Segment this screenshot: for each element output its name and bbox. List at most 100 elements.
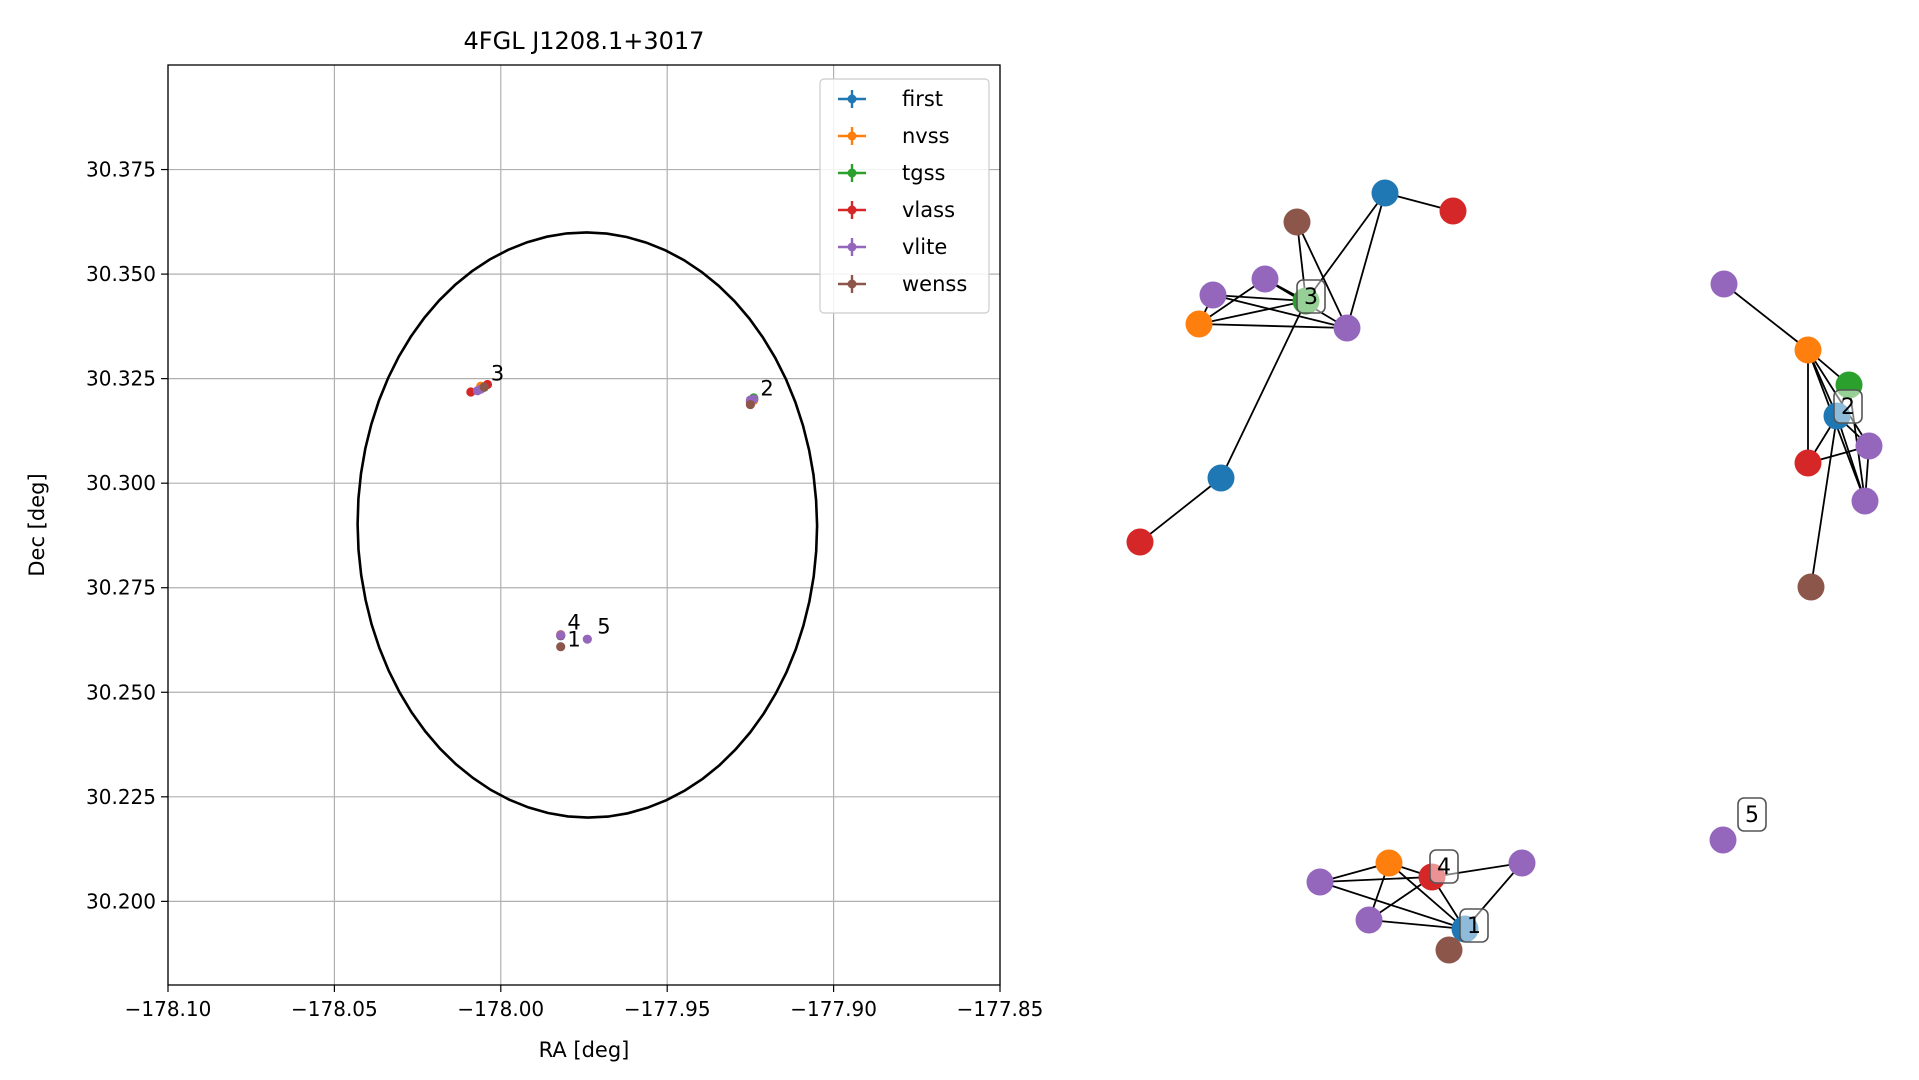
legend-entry-nvss: nvss [838, 124, 950, 148]
data-point-vlite [582, 634, 592, 644]
network-edge [1212, 294, 1307, 302]
y-tick-label: 30.325 [86, 367, 156, 391]
network-node-wenss [1797, 573, 1825, 601]
x-tick-label: −177.90 [790, 997, 877, 1021]
network-edge [1198, 300, 1307, 325]
legend-dot-nvss [847, 131, 857, 141]
network-edge [1198, 323, 1348, 329]
network-node-vlite [1333, 314, 1361, 342]
y-tick-label: 30.275 [86, 576, 156, 600]
legend-dot-vlass [847, 205, 857, 215]
network-edge [1212, 294, 1348, 329]
x-axis-label: RA [deg] [539, 1038, 630, 1062]
network-node-nvss [1185, 310, 1213, 338]
x-axis-ticks: −178.10 −178.05 −178.00 −177.95 −177.90 −177.… [125, 985, 1044, 1021]
network-node-vlite [1855, 432, 1883, 460]
source-annotation: 4 [567, 611, 580, 635]
legend-dot-tgss [847, 168, 857, 178]
axes-frame [167, 64, 1001, 986]
network-node-vlass [1126, 528, 1154, 556]
network-label: 5 [1745, 803, 1759, 828]
legend-label-vlite: vlite [902, 235, 947, 259]
network-node-vlite [1251, 265, 1279, 293]
chart-annotations: 1 2 3 4 5 [491, 362, 774, 652]
network-node-nvss [1375, 849, 1403, 877]
network-node-vlite [1508, 849, 1536, 877]
radio-source-position-chart: 1 2 3 4 5 −178.10 −178.05 −178.00 −177.95 −177.9… [25, 27, 1043, 1062]
association-network-graph: 1 2 3 4 5 [1126, 179, 1883, 964]
network-label-box [1296, 279, 1326, 314]
x-tick-label: −178.10 [125, 997, 212, 1021]
network-edge [1723, 283, 1809, 351]
chart-title: 4FGL J1208.1+3017 [464, 27, 705, 55]
network-node-wenss [1283, 208, 1311, 236]
data-point-vlite [556, 630, 566, 640]
y-axis-label: Dec [deg] [25, 473, 49, 576]
y-tick-label: 30.350 [86, 262, 156, 286]
network-edge [1139, 477, 1222, 543]
y-axis-ticks: 30.200 30.225 30.250 30.275 30.300 30.325 30.3… [86, 158, 168, 913]
network-node-vlass [1439, 197, 1467, 225]
network-node-vlite [1306, 868, 1334, 896]
source-annotation: 1 [567, 627, 580, 651]
x-tick-label: −178.05 [291, 997, 378, 1021]
legend-label-tgss: tgss [902, 161, 945, 185]
network-edge [1220, 300, 1307, 479]
chart-points [466, 379, 759, 652]
network-label-box [1459, 908, 1489, 943]
legend-entry-first: first [838, 87, 943, 111]
x-tick-label: −177.95 [624, 997, 711, 1021]
y-tick-label: 30.200 [86, 889, 156, 913]
legend-entry-wenss: wenss [838, 272, 967, 296]
fermi-error-ellipse [356, 231, 819, 819]
legend-dot-vlite [847, 242, 857, 252]
legend-label-wenss: wenss [902, 272, 967, 296]
network-label-box [1833, 389, 1863, 424]
network-labels: 1 2 3 4 5 [1296, 279, 1863, 943]
source-annotation: 2 [760, 376, 773, 400]
legend-box [819, 78, 990, 314]
network-edge [1319, 881, 1466, 930]
data-point-wenss [556, 642, 566, 652]
legend-entry-tgss: tgss [838, 161, 945, 185]
network-node-vlite [1709, 826, 1737, 854]
network-label-box [1429, 849, 1459, 884]
source-annotation: 5 [597, 615, 610, 639]
legend-entry-vlite: vlite [838, 235, 947, 259]
network-node-vlite [1355, 906, 1383, 934]
network-node-vlite [1199, 281, 1227, 309]
network-edge [1836, 415, 1866, 502]
chart-grid [167, 65, 1001, 985]
network-edge [1346, 192, 1386, 329]
network-node-wenss [1435, 936, 1463, 964]
network-node-first [1371, 179, 1399, 207]
network-edge [1296, 221, 1348, 329]
network-node-vlite [1851, 487, 1879, 515]
chart-legend: first nvss tgss vlass vlite wenss [819, 78, 990, 314]
network-label: 1 [1467, 914, 1481, 939]
network-node-nvss [1794, 336, 1822, 364]
network-node-vlite [1710, 270, 1738, 298]
x-tick-label: −177.85 [957, 997, 1044, 1021]
network-node-first [1207, 464, 1235, 492]
network-edge [1319, 876, 1433, 883]
legend-label-nvss: nvss [902, 124, 950, 148]
y-tick-label: 30.300 [86, 471, 156, 495]
data-point-wenss [479, 382, 489, 392]
legend-dot-wenss [847, 279, 857, 289]
network-edge [1388, 862, 1466, 930]
network-edge [1368, 919, 1466, 930]
x-tick-label: −178.00 [457, 997, 544, 1021]
y-tick-label: 30.375 [86, 158, 156, 182]
network-node-vlass [1794, 449, 1822, 477]
legend-label-first: first [902, 87, 943, 111]
network-edge [1810, 415, 1838, 588]
legend-label-vlass: vlass [902, 198, 955, 222]
fermi-error-ellipse-layer [356, 231, 819, 819]
network-label: 2 [1841, 395, 1855, 420]
data-point-wenss [745, 399, 756, 410]
source-annotation: 3 [491, 362, 504, 386]
legend-entry-vlass: vlass [838, 198, 955, 222]
network-label: 3 [1304, 285, 1318, 310]
